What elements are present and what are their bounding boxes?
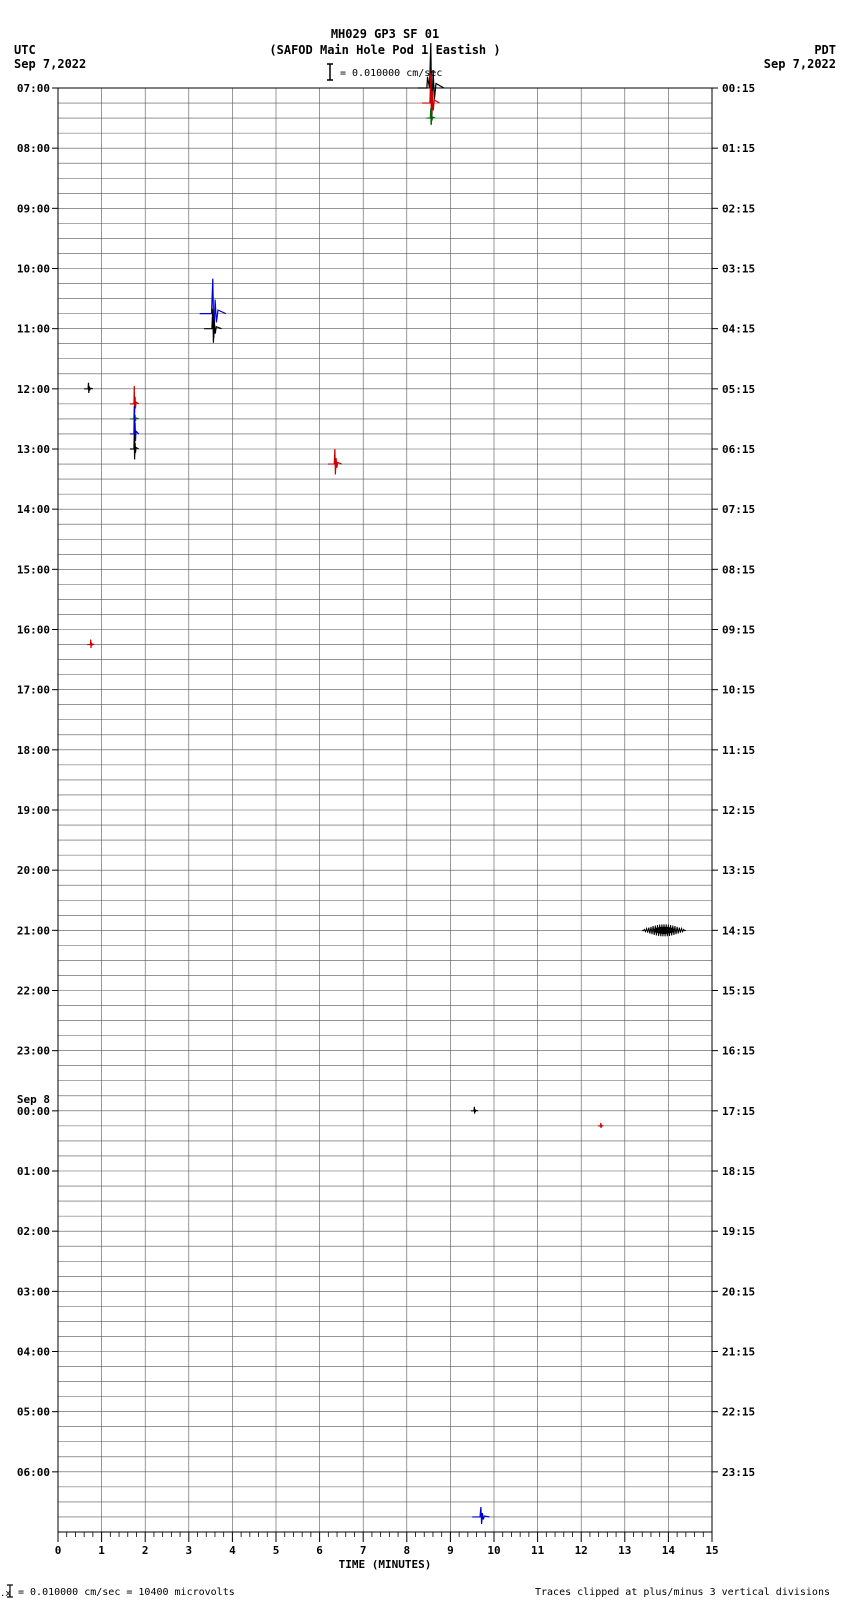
left-time-label: 22:00 [17,985,50,998]
left-time-label: 13:00 [17,443,50,456]
left-date: Sep 7,2022 [14,57,86,71]
x-tick-label: 0 [55,1544,62,1557]
right-time-label: 07:15 [722,503,755,516]
left-time-label: 19:00 [17,804,50,817]
helicorder-plot: MH029 GP3 SF 01 (SAFOD Main Hole Pod 1 Ea… [0,0,850,1613]
left-time-label: 09:00 [17,202,50,215]
x-tick-label: 8 [403,1544,410,1557]
left-time-label: 08:00 [17,142,50,155]
left-time-label: 05:00 [17,1406,50,1419]
left-time-label: 16:00 [17,624,50,637]
left-time-label: 14:00 [17,503,50,516]
right-time-label: 21:15 [722,1346,755,1359]
left-time-label: 10:00 [17,263,50,276]
title-line2: (SAFOD Main Hole Pod 1 Eastish ) [269,43,500,57]
left-time-label: 06:00 [17,1466,50,1479]
right-time-label: 10:15 [722,684,755,697]
right-time-label: 11:15 [722,744,755,757]
right-time-label: 15:15 [722,985,755,998]
right-time-label: 01:15 [722,142,755,155]
x-tick-label: 12 [575,1544,588,1557]
right-time-label: 16:15 [722,1045,755,1058]
x-tick-label: 10 [487,1544,500,1557]
left-time-label: 12:00 [17,383,50,396]
right-time-label: 23:15 [722,1466,755,1479]
right-time-label: 02:15 [722,202,755,215]
left-time-label: 23:00 [17,1045,50,1058]
right-time-label: 19:15 [722,1225,755,1238]
left-tz: UTC [14,43,36,57]
right-time-label: 00:15 [722,82,755,95]
left-time-label: 11:00 [17,323,50,336]
right-time-label: 12:15 [722,804,755,817]
x-tick-label: 14 [662,1544,676,1557]
right-time-label: 04:15 [722,323,755,336]
x-tick-label: 11 [531,1544,545,1557]
left-time-label: 02:00 [17,1225,50,1238]
footer-right: Traces clipped at plus/minus 3 vertical … [535,1587,830,1598]
left-time-label: 03:00 [17,1285,50,1298]
title-line1: MH029 GP3 SF 01 [331,27,439,41]
right-time-label: 05:15 [722,383,755,396]
right-time-label: 20:15 [722,1285,755,1298]
right-time-label: 03:15 [722,263,755,276]
svg-text:.x: .x [0,1589,11,1599]
footer-left: = 0.010000 cm/sec = 10400 microvolts [18,1587,235,1598]
right-time-label: 06:15 [722,443,755,456]
right-tz: PDT [814,43,836,57]
left-time-label: 17:00 [17,684,50,697]
x-axis-label: TIME (MINUTES) [339,1558,432,1571]
left-time-label: 01:00 [17,1165,50,1178]
x-tick-label: 2 [142,1544,149,1557]
right-date: Sep 7,2022 [764,57,836,71]
right-time-label: 18:15 [722,1165,755,1178]
x-tick-label: 6 [316,1544,323,1557]
left-time-label: 18:00 [17,744,50,757]
right-time-label: 08:15 [722,563,755,576]
x-tick-label: 5 [273,1544,280,1557]
right-time-label: 13:15 [722,864,755,877]
left-time-label: 07:00 [17,82,50,95]
seismic-event [653,927,675,934]
x-tick-label: 1 [98,1544,105,1557]
x-tick-label: 4 [229,1544,236,1557]
left-time-label: 04:00 [17,1346,50,1359]
left-time-label: 15:00 [17,563,50,576]
right-time-label: 09:15 [722,624,755,637]
right-time-label: 22:15 [722,1406,755,1419]
right-time-label: 14:15 [722,924,755,937]
x-tick-label: 3 [185,1544,192,1557]
x-tick-label: 13 [618,1544,631,1557]
x-tick-label: 7 [360,1544,367,1557]
x-tick-label: 9 [447,1544,454,1557]
left-time-label: 21:00 [17,924,50,937]
right-time-label: 17:15 [722,1105,755,1118]
left-time-label: 00:00 [17,1105,50,1118]
x-tick-label: 15 [705,1544,718,1557]
left-time-label: 20:00 [17,864,50,877]
